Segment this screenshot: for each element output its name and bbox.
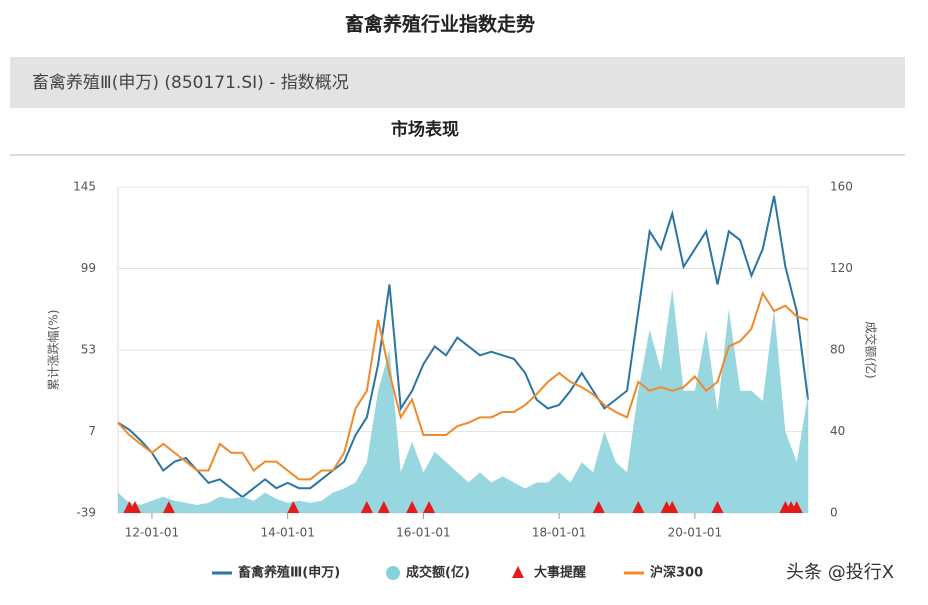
legend-label: 沪深300 [650,565,703,581]
y-tick-label: 145 [73,180,96,194]
event-marker [287,501,300,513]
legend-swatch [512,566,524,578]
header-bar [10,57,905,108]
legend-label: 成交额(亿) [406,565,470,581]
x-tick-label: 14-01-01 [260,526,314,540]
header-text: 畜禽养殖Ⅲ(申万) (850171.SI) - 指数概况 [32,73,349,93]
watermark: 头条 @投行X [786,562,894,583]
legend-swatch [386,566,400,580]
y-tick-label: 99 [81,261,96,275]
event-marker [790,501,803,513]
volume-area [118,288,808,513]
event-marker [360,501,373,513]
y2-tick-label: 0 [830,506,838,520]
x-tick-label: 18-01-01 [532,526,586,540]
series-line [117,290,809,481]
x-tick-label: 12-01-01 [125,526,179,540]
event-marker [711,501,724,513]
y-tick-label: 53 [81,343,96,357]
event-marker [592,501,605,513]
y2-tick-label: 160 [830,180,853,194]
event-marker [666,501,679,513]
y2-tick-label: 120 [830,261,853,275]
event-marker [423,501,436,513]
x-tick-label: 16-01-01 [396,526,450,540]
x-tick-label: 20-01-01 [668,526,722,540]
legend-label: 大事提醒 [534,565,586,581]
event-marker [128,501,141,513]
section-title: 市场表现 [391,119,459,140]
event-marker [162,501,175,513]
y2-tick-label: 80 [830,343,845,357]
event-marker [377,501,390,513]
event-marker [406,501,419,513]
series-line [117,195,809,499]
y-tick-label: 7 [88,424,96,438]
y2-axis-label: 成交额(亿) [864,321,879,378]
y2-tick-label: 40 [830,424,845,438]
y-tick-label: -39 [76,506,96,520]
y-axis-label: 累计涨跌幅(%) [46,310,61,391]
page-title: 畜禽养殖行业指数走势 [345,13,535,36]
legend-label: 畜禽养殖Ⅲ(申万) [238,565,340,581]
event-marker [632,501,645,513]
